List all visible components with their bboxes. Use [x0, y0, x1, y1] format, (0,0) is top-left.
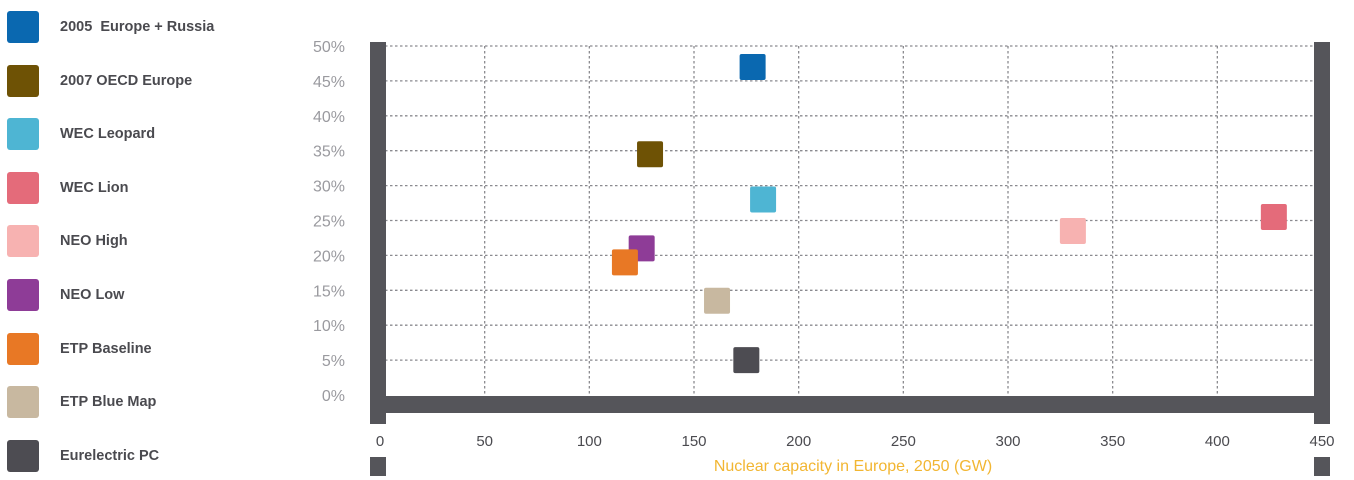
left-axis-bar [370, 42, 386, 424]
y-tick-label: 40% [313, 109, 345, 126]
y-tick-label: 0% [322, 388, 345, 405]
x-tick-label: 350 [1100, 433, 1125, 450]
legend-item: Eurelectric PC [0, 439, 300, 480]
y-tick-label: 5% [322, 353, 345, 370]
data-point [611, 249, 638, 276]
y-tick-label: 10% [313, 318, 345, 335]
x-tick-label: 100 [577, 433, 602, 450]
legend-label: NEO High [60, 233, 128, 250]
legend-swatch [7, 118, 39, 151]
legend-swatch [7, 386, 39, 419]
data-point [1260, 204, 1287, 231]
legend-label: WEC Lion [60, 179, 129, 196]
legend-swatch [7, 332, 39, 365]
y-tick-label: 15% [313, 283, 345, 300]
data-point [733, 347, 760, 374]
right-axis-stub [1314, 457, 1330, 476]
legend-label: 2007 OECD Europe [60, 72, 193, 89]
data-point [704, 287, 731, 314]
y-tick-label: 20% [313, 248, 345, 265]
legend-item: WEC Lion [0, 171, 300, 212]
y-tick-label: 35% [313, 144, 345, 161]
data-point [750, 186, 777, 213]
legend-label: Eurelectric PC [60, 447, 160, 464]
legend-label: NEO Low [60, 287, 125, 303]
legend-swatch [7, 225, 39, 258]
legend-swatch [7, 279, 39, 311]
x-tick-label: 200 [786, 433, 811, 450]
y-tick-label: 30% [313, 179, 345, 196]
legend-item: 2005 Europe + Russia [0, 11, 300, 51]
left-axis-stub [370, 457, 386, 476]
legend-item: WEC Leopard [0, 118, 300, 158]
legend-item: 2007 OECD Europe [0, 64, 300, 105]
x-tick-label: 150 [681, 433, 706, 450]
legend-label: ETP Baseline [60, 340, 152, 357]
data-point [637, 141, 664, 168]
x-tick-label: 450 [1309, 433, 1334, 450]
legend-item: NEO Low [0, 279, 300, 319]
x-tick-label: 250 [891, 433, 916, 450]
right-axis-bar [1314, 42, 1330, 424]
x-tick-label: 0 [376, 433, 384, 450]
legend-swatch [7, 64, 39, 97]
y-tick-label: 25% [313, 214, 345, 231]
y-tick-label: 50% [313, 39, 345, 56]
legend-label: WEC Leopard [60, 126, 156, 143]
legend-label: 2005 Europe + Russia [60, 19, 215, 35]
legend-swatch [7, 439, 39, 472]
legend-label: ETP Blue Map [60, 394, 157, 411]
x-tick-label: 400 [1205, 433, 1230, 450]
chart-legend: 2005 Europe + Russia 2007 OECD Europe WEC … [0, 0, 300, 476]
y-tick-label: 45% [313, 74, 345, 91]
legend-item: NEO High [0, 225, 300, 265]
legend-swatch [7, 11, 39, 43]
x-tick-label: 50 [476, 433, 493, 450]
legend-item: ETP Baseline [0, 332, 300, 373]
x-tick-label: 300 [995, 433, 1020, 450]
data-point [1059, 217, 1086, 244]
legend-swatch [7, 171, 39, 204]
x-axis-label: Nuclear capacity in Europe, 2050 (GW) [714, 458, 992, 475]
bottom-axis-bar [370, 396, 1330, 413]
legend-item: ETP Blue Map [0, 386, 300, 426]
data-point [739, 53, 766, 80]
